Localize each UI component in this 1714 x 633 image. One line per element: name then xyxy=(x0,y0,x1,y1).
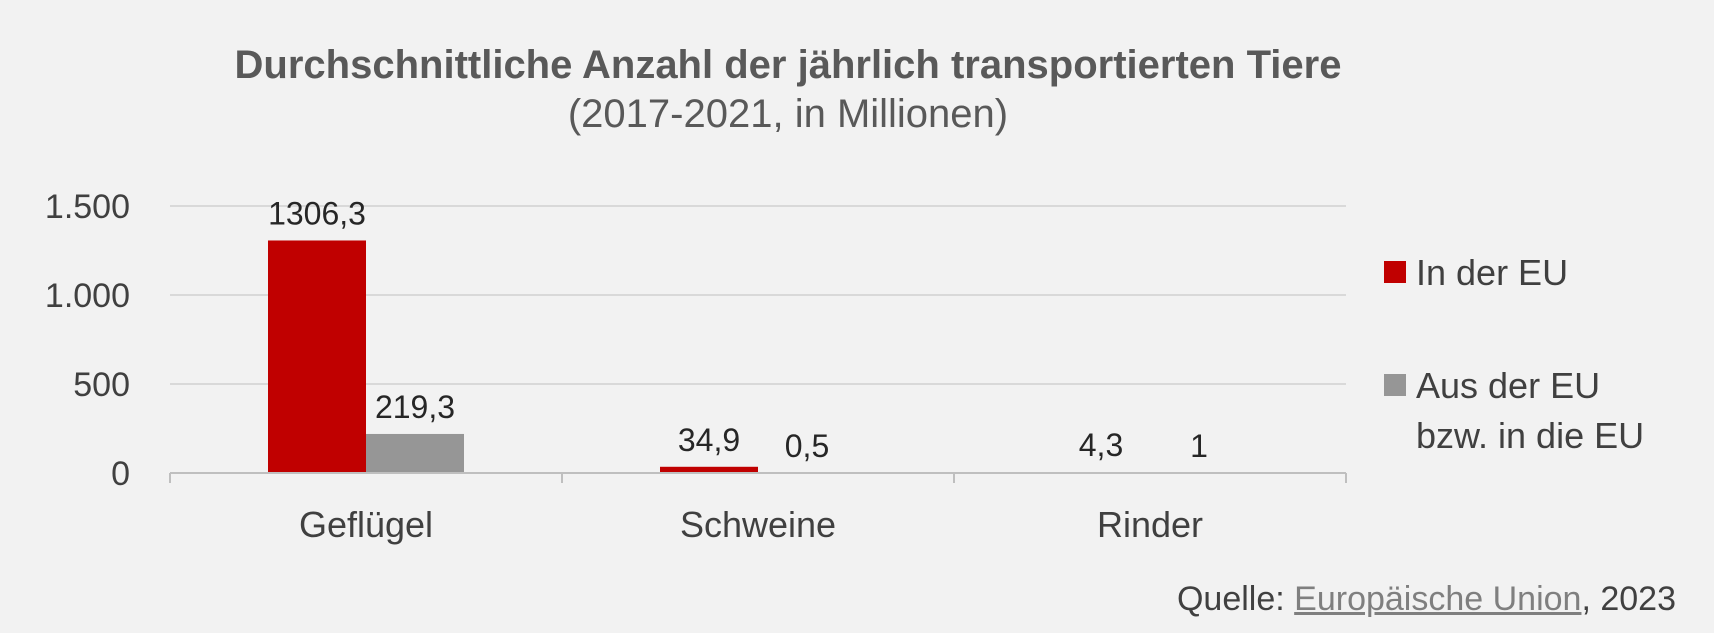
source-prefix: Quelle: xyxy=(1176,580,1295,618)
source-link[interactable]: Europäische Union xyxy=(1294,580,1582,618)
legend-label: In der EU xyxy=(1416,252,1568,293)
bar xyxy=(660,466,758,473)
y-tick-label: 1.500 xyxy=(45,188,130,226)
source-suffix: , 2023 xyxy=(1581,580,1676,618)
legend-swatch xyxy=(1384,374,1406,396)
legend-label: Aus der EU xyxy=(1416,365,1600,406)
data-labels: 1306,3 34,9 4,3 219,3 0,5 1 xyxy=(268,195,1208,463)
bar xyxy=(268,240,366,473)
data-label: 1 xyxy=(1190,428,1208,464)
y-tick-label: 1.000 xyxy=(45,277,130,315)
data-label: 0,5 xyxy=(785,428,829,464)
chart-title: Durchschnittliche Anzahl der jährlich tr… xyxy=(235,43,1342,87)
data-label: 34,9 xyxy=(678,422,740,458)
y-tick-label: 0 xyxy=(111,455,130,493)
legend-label: bzw. in die EU xyxy=(1416,415,1644,456)
data-label: 4,3 xyxy=(1079,427,1123,463)
data-label: 1306,3 xyxy=(268,195,366,231)
bars xyxy=(268,240,1248,473)
y-axis-tick-labels: 0 500 1.000 1.500 xyxy=(45,188,130,493)
chart-subtitle: (2017-2021, in Millionen) xyxy=(568,92,1008,136)
bar xyxy=(366,433,464,473)
x-tick-label: Rinder xyxy=(1097,504,1203,545)
y-tick-label: 500 xyxy=(73,366,130,404)
x-tick-label: Schweine xyxy=(680,504,836,545)
source-note: Quelle: Europäische Union, 2023 xyxy=(1177,580,1676,619)
x-tick-label: Geflügel xyxy=(299,504,433,545)
data-label: 219,3 xyxy=(375,389,455,425)
legend: In der EU Aus der EU bzw. in die EU xyxy=(1384,252,1644,456)
legend-swatch xyxy=(1384,261,1406,283)
x-axis: Geflügel Schweine Rinder xyxy=(169,472,1347,545)
